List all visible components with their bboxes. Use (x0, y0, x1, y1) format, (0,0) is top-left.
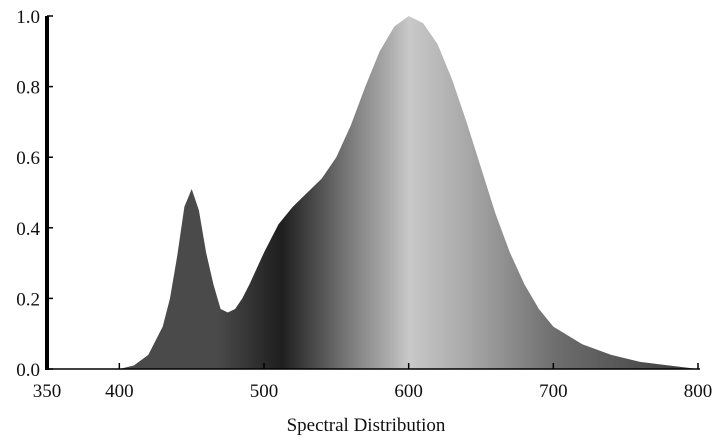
y-tick-label: 0.4 (16, 219, 40, 240)
x-tick-label: 600 (394, 381, 423, 402)
y-tick-label: 0.2 (16, 289, 40, 310)
x-tick-label: 800 (684, 381, 713, 402)
area-layer (119, 16, 699, 369)
x-tick-label: 500 (250, 381, 279, 402)
axes (45, 16, 700, 370)
ticks: 350 400 500 600 700 800 0.0 0.2 0.4 0.6 0.8 1.0 (16, 7, 712, 402)
x-tick-label: 700 (539, 381, 568, 402)
y-tick-label: 0.8 (16, 78, 40, 99)
y-tick-label: 1.0 (16, 7, 40, 28)
spectrum-area (119, 16, 699, 369)
y-tick-label: 0.0 (16, 360, 40, 381)
x-tick-label: 350 (33, 381, 62, 402)
x-tick-label: 400 (105, 381, 134, 402)
x-axis-label: Spectral Distribution (287, 415, 446, 436)
y-tick-label: 0.6 (16, 148, 40, 169)
